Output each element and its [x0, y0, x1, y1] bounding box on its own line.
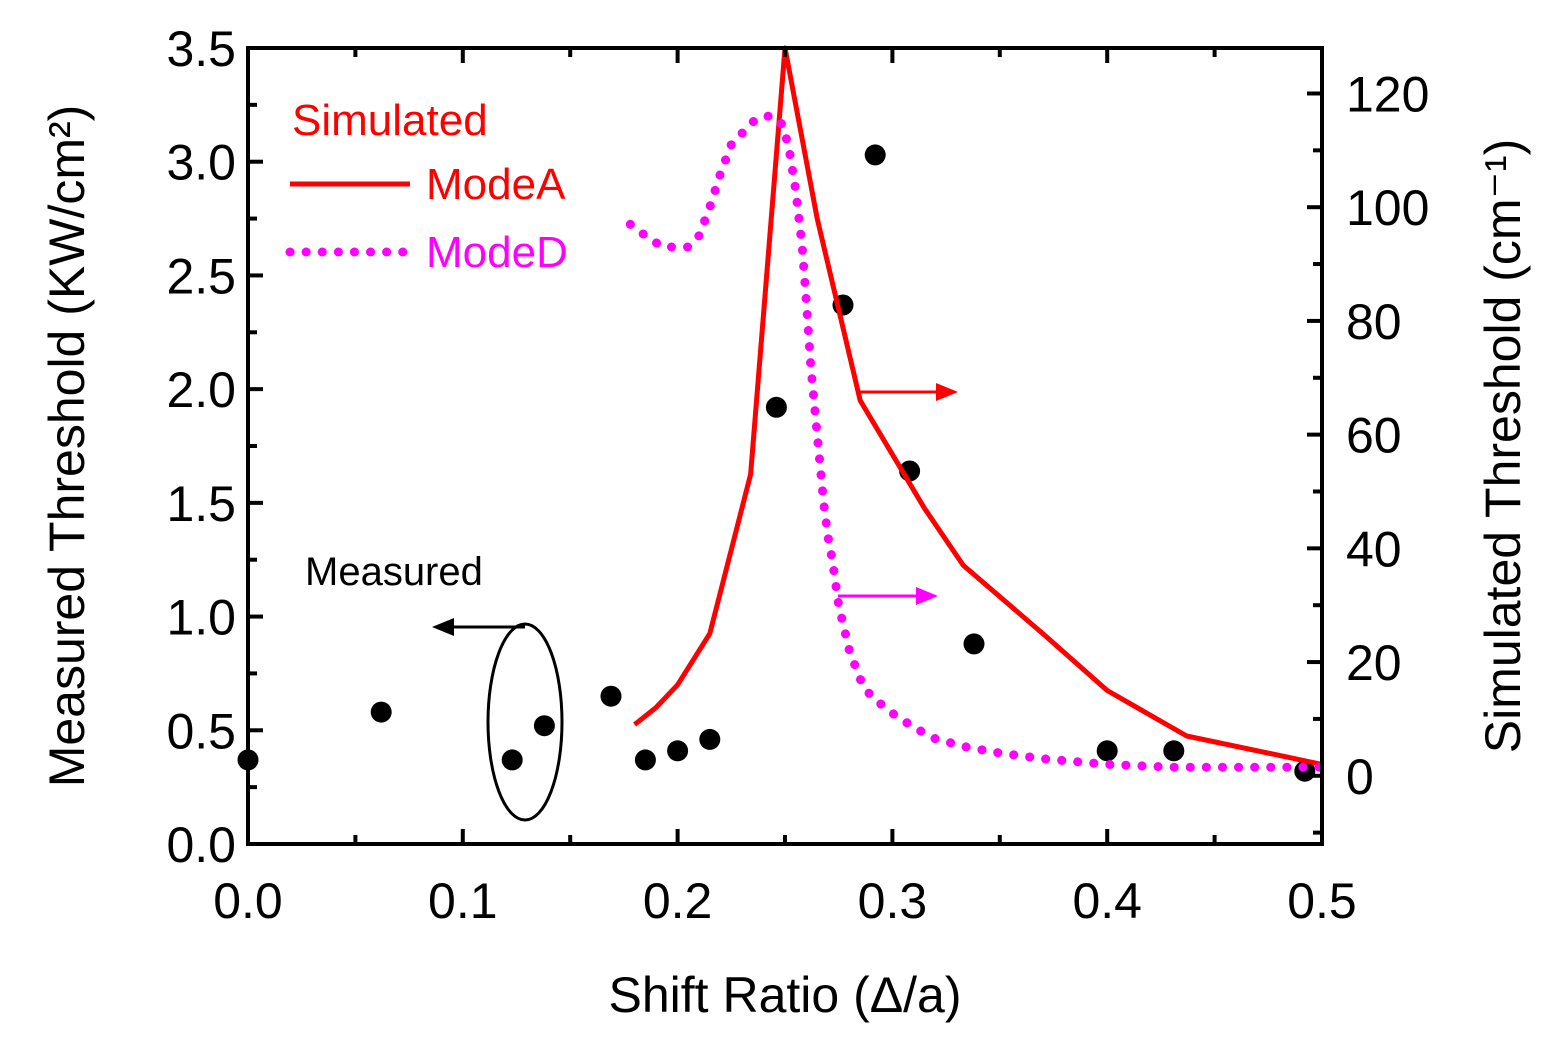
measured-point	[667, 740, 689, 762]
y-left-tick-label: 1.5	[166, 476, 236, 532]
y-left-tick-label: 2.5	[166, 248, 236, 304]
y-right-tick-label: 40	[1346, 521, 1402, 577]
measured-point	[501, 749, 523, 771]
y-left-tick-label: 3.5	[166, 21, 236, 77]
simulated-curves	[625, 45, 1327, 772]
legend-modeD-label: ModeD	[426, 228, 568, 277]
measured-point	[699, 728, 721, 750]
measured-point	[1096, 740, 1118, 762]
legend: Simulated ModeA ModeD	[285, 96, 568, 277]
measured-point	[600, 685, 622, 707]
x-tick-label: 0.0	[213, 873, 283, 929]
y-right-tick-label: 120	[1346, 66, 1429, 122]
measured-point	[1163, 740, 1185, 762]
series-line-modea	[633, 45, 1323, 767]
x-tick-label: 0.2	[643, 873, 713, 929]
y-left-tick-label: 0.5	[166, 703, 236, 759]
measured-points	[237, 144, 1316, 782]
legend-modeA-label: ModeA	[426, 160, 566, 209]
y-left-tick-label: 2.0	[166, 362, 236, 418]
y-left-tick-label: 0.0	[166, 817, 236, 873]
y-left-axis-title: Measured Threshold (KW/cm²)	[39, 105, 95, 788]
y-right-tick-label: 60	[1346, 408, 1402, 464]
y-right-tick-label: 100	[1346, 180, 1429, 236]
measured-point	[370, 701, 392, 723]
y-right-tick-label: 80	[1346, 294, 1402, 350]
x-axis-title: Shift Ratio (Δ/a)	[609, 967, 962, 1023]
measured-point	[634, 749, 656, 771]
axis-tick-labels: 0.0 0.1 0.2 0.3 0.4 0.5 0.0 0.5 1.0 1.5 2.0 2.5 3.0 3…	[166, 21, 1429, 929]
plot-frame	[246, 46, 1324, 846]
legend-title: Simulated	[292, 96, 488, 145]
measured-point	[864, 144, 886, 166]
modeA-arrow-head	[936, 383, 958, 401]
measured-point	[533, 715, 555, 737]
x-tick-label: 0.3	[858, 873, 928, 929]
y-right-tick-label: 20	[1346, 635, 1402, 691]
measured-arrow-head	[432, 618, 454, 636]
measured-label: Measured	[305, 550, 483, 594]
y-left-tick-label: 3.0	[166, 135, 236, 191]
series-line-moded	[625, 111, 1327, 772]
measured-point	[963, 633, 985, 655]
axis-ticks	[246, 46, 1324, 846]
annotations: Measured	[305, 383, 958, 822]
measured-point	[765, 396, 787, 418]
modeD-arrow-head	[916, 587, 938, 605]
y-left-tick-label: 1.0	[166, 590, 236, 646]
x-tick-label: 0.4	[1072, 873, 1142, 929]
x-tick-label: 0.5	[1287, 873, 1357, 929]
measured-ellipse	[486, 622, 564, 822]
y-right-axis-title: Simulated Threshold (cm⁻¹)	[1475, 139, 1531, 754]
x-tick-label: 0.1	[428, 873, 498, 929]
y-right-tick-label: 0	[1346, 749, 1374, 805]
